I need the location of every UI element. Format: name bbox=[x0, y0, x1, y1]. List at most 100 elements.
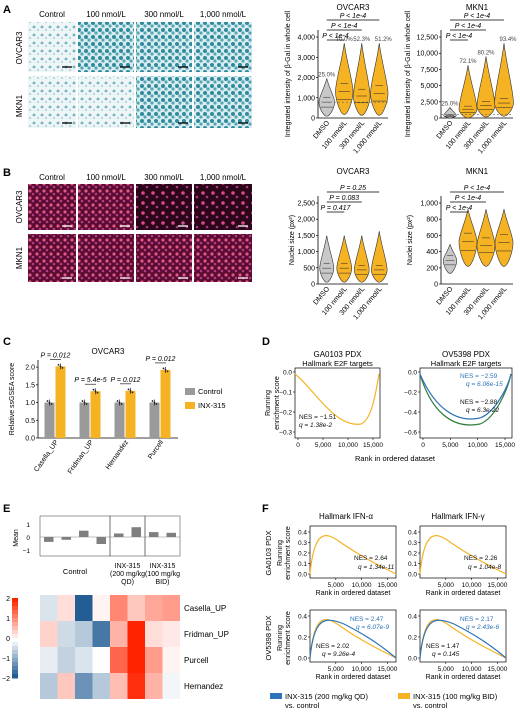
y-tick-label: 0.0 bbox=[408, 370, 417, 377]
stat-label: NES = 2.02 bbox=[316, 643, 350, 650]
x-tick-label: 10,000 bbox=[468, 442, 488, 449]
violin-shape bbox=[370, 43, 389, 116]
violin-shape bbox=[354, 235, 370, 283]
stat-label: q = 6.07e-9 bbox=[356, 624, 389, 631]
heatmap-cell bbox=[127, 647, 145, 673]
y-tick-label: 2,000 bbox=[297, 217, 315, 224]
x-tick-label: 5,000 bbox=[315, 442, 332, 449]
plot-frame bbox=[309, 525, 397, 579]
heatmap-cell bbox=[92, 595, 110, 621]
y-tick-label: 1,000 bbox=[297, 95, 315, 102]
panel-b-column-headers: Control 100 nmol/L 300 nmol/L 1,000 nmol/L bbox=[39, 173, 247, 182]
y-tick-label: 1,000 bbox=[420, 201, 438, 208]
panel-letter-f: F bbox=[262, 503, 269, 515]
row-label: GA0103 PDX bbox=[264, 530, 273, 575]
micrograph-b-mkn1-100 bbox=[78, 234, 134, 282]
mean-bar bbox=[44, 537, 54, 542]
pvalue-label: P = 0.012 bbox=[41, 352, 71, 359]
plot-title: OV5398 PDX bbox=[442, 350, 491, 359]
y-tick-label: 0.4 bbox=[298, 530, 307, 537]
pvalue-label: P = 0.417 bbox=[321, 205, 352, 212]
panel-b-row-label-ovcar3: OVCAR3 bbox=[15, 190, 24, 223]
y-tick-label: 0.4 bbox=[408, 614, 417, 621]
x-category-label: Fridman_UP bbox=[67, 439, 95, 475]
color-scale-step bbox=[12, 670, 18, 675]
x-tick-label: 5,000 bbox=[438, 582, 455, 589]
y-axis-label: enrichment score bbox=[285, 611, 292, 665]
micrograph-ovcar3-1000 bbox=[194, 22, 252, 72]
column-header: Control bbox=[39, 10, 65, 19]
y-tick-label: 0.3 bbox=[298, 540, 307, 547]
color-scale-step bbox=[12, 658, 18, 663]
y-tick-label: 1,000 bbox=[297, 249, 315, 256]
data-point bbox=[151, 400, 154, 402]
y-tick-label: 0.2 bbox=[298, 551, 307, 558]
heatmap-cell bbox=[92, 621, 110, 647]
color-scale-step bbox=[12, 674, 18, 679]
percent-label: 70.0% bbox=[336, 37, 354, 43]
heatmap-cell bbox=[145, 673, 163, 699]
column-title: Hallmark IFN-γ bbox=[431, 512, 484, 521]
group-label: (100 mg/kg bbox=[145, 571, 180, 578]
violin-shape bbox=[371, 231, 388, 283]
bar bbox=[79, 402, 90, 438]
y-axis-label: Nuclei size (px²) bbox=[407, 215, 414, 265]
column-header: Control bbox=[39, 173, 65, 182]
bar bbox=[55, 366, 66, 438]
color-scale-step bbox=[12, 606, 18, 611]
color-scale-step bbox=[12, 662, 18, 667]
mean-bar bbox=[114, 533, 124, 537]
data-point bbox=[120, 403, 123, 405]
plot-frame bbox=[419, 525, 507, 579]
x-tick-label: 10,000 bbox=[462, 582, 482, 589]
stat-label: NES = −1.51 bbox=[299, 414, 337, 421]
micrograph-mkn1-100 bbox=[78, 76, 134, 128]
pvalue-label: P < 1e-4 bbox=[446, 33, 473, 40]
heatmap-cell bbox=[57, 673, 75, 699]
y-tick-label: 2.0 bbox=[25, 365, 35, 372]
pvalue-label: P < 1e-4 bbox=[464, 185, 491, 192]
stat-label: q = 6.06e-15 bbox=[466, 381, 503, 388]
data-point bbox=[48, 401, 51, 404]
y-axis-label-line1: Running bbox=[265, 390, 272, 416]
legend-label: INX-315 (200 mg/kg QD) bbox=[285, 692, 368, 701]
heatmap-cell bbox=[127, 673, 145, 699]
heatmap-cell bbox=[162, 595, 180, 621]
row-label: OV5398 PDX bbox=[264, 615, 273, 660]
data-point bbox=[59, 365, 62, 368]
pvalue-label: P = 0.25 bbox=[340, 185, 366, 192]
color-scale-step bbox=[12, 654, 18, 659]
x-tick-label: 10,000 bbox=[352, 582, 372, 589]
pvalue-label: P < 1e-4 bbox=[322, 33, 349, 40]
plot-frame bbox=[309, 609, 397, 663]
enrichment-curve bbox=[294, 373, 380, 425]
x-tick-label: 5,000 bbox=[438, 666, 455, 673]
bar bbox=[160, 369, 171, 438]
pvalue-label: P < 1e-4 bbox=[446, 205, 473, 212]
heatmap-cell bbox=[145, 647, 163, 673]
pvalue-label: P = 5.4e-5 bbox=[74, 377, 106, 384]
violin-shape bbox=[335, 43, 354, 115]
heatmap-row-label: Purcell bbox=[184, 656, 209, 665]
y-tick-label: 400 bbox=[426, 249, 438, 256]
bar bbox=[90, 391, 101, 438]
column-header: 1,000 nmol/L bbox=[200, 10, 247, 19]
y-tick-label: 500 bbox=[303, 265, 315, 272]
percent-label: 25.0% bbox=[318, 72, 336, 78]
column-header: 100 nmol/L bbox=[86, 10, 126, 19]
stat-label: NES = 2.17 bbox=[460, 616, 494, 623]
chart-title: MKN1 bbox=[466, 167, 489, 176]
legend-swatch bbox=[185, 388, 195, 395]
legend-label: INX-315 (100 mg/kg BID) bbox=[413, 692, 498, 701]
color-scale-step bbox=[12, 634, 18, 639]
mean-box bbox=[39, 515, 111, 557]
data-point bbox=[61, 366, 64, 369]
y-tick-label: −0.2 bbox=[279, 410, 292, 417]
panel-b-micrographs bbox=[28, 184, 252, 282]
group-label: INX-315 bbox=[115, 563, 141, 570]
y-tick-label: −0.2 bbox=[404, 390, 417, 397]
enrichment-curve bbox=[419, 373, 512, 426]
x-tick-label: 15,000 bbox=[363, 442, 383, 449]
